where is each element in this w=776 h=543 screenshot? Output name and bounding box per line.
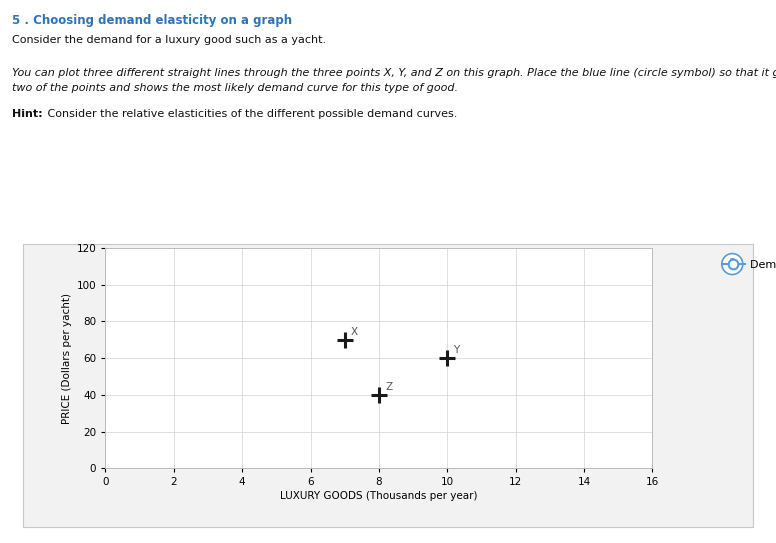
Text: You can plot three different straight lines through the three points X, Y, and Z: You can plot three different straight li… (12, 68, 776, 78)
Text: Z: Z (385, 382, 392, 392)
Text: two of the points and shows the most likely demand curve for this type of good.: two of the points and shows the most lik… (12, 83, 458, 92)
Text: Y: Y (453, 345, 459, 356)
Y-axis label: PRICE (Dollars per yacht): PRICE (Dollars per yacht) (62, 293, 72, 424)
Text: Consider the demand for a luxury good such as a yacht.: Consider the demand for a luxury good su… (12, 35, 326, 45)
X-axis label: LUXURY GOODS (Thousands per year): LUXURY GOODS (Thousands per year) (280, 491, 478, 502)
Text: Hint:: Hint: (12, 109, 42, 118)
Text: Consider the relative elasticities of the different possible demand curves.: Consider the relative elasticities of th… (44, 109, 458, 118)
Legend: Demand Curve: Demand Curve (718, 256, 776, 275)
Text: 5 . Choosing demand elasticity on a graph: 5 . Choosing demand elasticity on a grap… (12, 14, 292, 27)
Text: ?: ? (729, 257, 736, 271)
Text: X: X (351, 327, 358, 337)
